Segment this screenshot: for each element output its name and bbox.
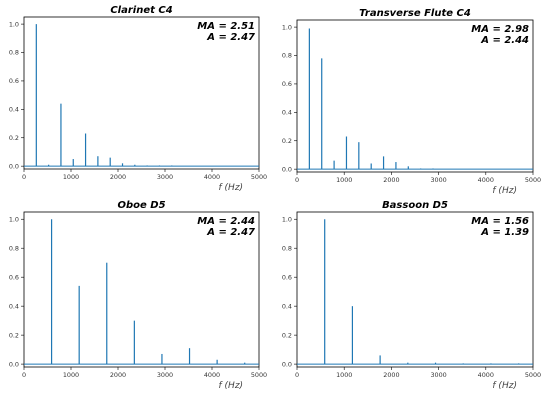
panel-2-ytick-label-4: 0.8 xyxy=(282,52,292,60)
panel-4-xtick-label-4: 4000 xyxy=(478,371,494,379)
panel-3-xtick-label-1: 1000 xyxy=(63,371,79,379)
panel-3-xtick-label-5: 5000 xyxy=(251,371,267,379)
panel-3-xtick-label-3: 3000 xyxy=(157,371,173,379)
panel-4-frame xyxy=(296,211,534,368)
panel-4-ytick-label-4: 0.8 xyxy=(282,244,292,252)
panel-1-ytick-label-4: 0.8 xyxy=(9,49,19,57)
panel-3-xtick-label-2: 2000 xyxy=(110,371,126,379)
panel-4-xlabel: f (Hz) xyxy=(492,381,517,391)
panel-3-ytick-label-4: 0.8 xyxy=(9,244,19,252)
panel-4-ytick-label-5: 1.0 xyxy=(282,215,292,223)
panel-2-ytick-label-2: 0.4 xyxy=(282,109,292,117)
panel-2-xtick-label-5: 5000 xyxy=(525,176,541,184)
panel-3-xlabel: f (Hz) xyxy=(219,381,244,391)
panel-2-xlabel: f (Hz) xyxy=(492,186,517,196)
panel-1-ytick-label-3: 0.6 xyxy=(9,77,19,85)
panel-3-annotation-1: MA = 2.44 xyxy=(197,216,255,227)
panel-2-annotation-2: A = 2.44 xyxy=(480,35,529,46)
panel-1-title: Clarinet C4 xyxy=(110,5,172,16)
panel-3-ytick-label-3: 0.6 xyxy=(9,273,19,281)
panel-2-xtick-label-4: 4000 xyxy=(478,176,494,184)
panel-1-ytick-label-1: 0.2 xyxy=(9,134,19,142)
panel-3-title: Oboe D5 xyxy=(117,200,165,211)
panel-3-xtick-label-0: 0 xyxy=(22,371,26,379)
panel-1-xlabel: f (Hz) xyxy=(219,183,244,193)
panel-1-annotation-2: A = 2.47 xyxy=(206,32,255,43)
panel-4-ytick-label-0: 0.0 xyxy=(282,360,292,368)
panel-2-frame xyxy=(296,19,534,173)
panel-2-ytick-label-5: 1.0 xyxy=(282,23,292,31)
panel-3-ytick-label-5: 1.0 xyxy=(9,215,19,223)
panel-1-xtick-label-1: 1000 xyxy=(63,173,79,181)
panel-4-xtick-label-2: 2000 xyxy=(383,371,399,379)
panel-4-ytick-label-2: 0.4 xyxy=(282,302,292,310)
panel-2-annotation-1: MA = 2.98 xyxy=(471,24,529,35)
panel-3-xtick-label-4: 4000 xyxy=(204,371,220,379)
panel-1-ytick-label-0: 0.0 xyxy=(9,162,19,170)
panel-2-xtick-label-2: 2000 xyxy=(383,176,399,184)
panel-2-xtick-label-3: 3000 xyxy=(430,176,446,184)
panel-1-ytick-label-2: 0.4 xyxy=(9,106,19,114)
panel-1-xtick-label-3: 3000 xyxy=(157,173,173,181)
panel-1-xtick-label-4: 4000 xyxy=(204,173,220,181)
panel-2-ytick-label-0: 0.0 xyxy=(282,165,292,173)
panel-3-ytick-label-1: 0.2 xyxy=(9,331,19,339)
panel-2-xtick-label-1: 1000 xyxy=(336,176,352,184)
panel-3-annotation-2: A = 2.47 xyxy=(206,227,255,238)
panel-4-annotation-1: MA = 1.56 xyxy=(471,216,529,227)
panel-1-xtick-label-5: 5000 xyxy=(251,173,267,181)
panel-1-xtick-label-2: 2000 xyxy=(110,173,126,181)
panel-3-frame xyxy=(23,211,260,368)
panel-2-xtick-label-0: 0 xyxy=(295,176,299,184)
panel-4-annotation-2: A = 1.39 xyxy=(480,227,529,238)
panel-3-ytick-label-2: 0.4 xyxy=(9,302,19,310)
panel-4-xtick-label-1: 1000 xyxy=(336,371,352,379)
panel-4-ytick-label-1: 0.2 xyxy=(282,331,292,339)
panel-2-ytick-label-3: 0.6 xyxy=(282,80,292,88)
panel-2-ytick-label-1: 0.2 xyxy=(282,137,292,145)
panel-2-title: Transverse Flute C4 xyxy=(359,8,471,19)
panel-3-ytick-label-0: 0.0 xyxy=(9,360,19,368)
panel-4-ytick-label-3: 0.6 xyxy=(282,273,292,281)
panel-1-annotation-1: MA = 2.51 xyxy=(197,21,255,32)
panel-1-ytick-label-5: 1.0 xyxy=(9,20,19,28)
panel-1-frame xyxy=(23,16,260,170)
panel-4-title: Bassoon D5 xyxy=(382,200,448,211)
panel-1-xtick-label-0: 0 xyxy=(22,173,26,181)
panel-4-xtick-label-3: 3000 xyxy=(430,371,446,379)
panel-4-xtick-label-5: 5000 xyxy=(525,371,541,379)
panel-4-xtick-label-0: 0 xyxy=(295,371,299,379)
